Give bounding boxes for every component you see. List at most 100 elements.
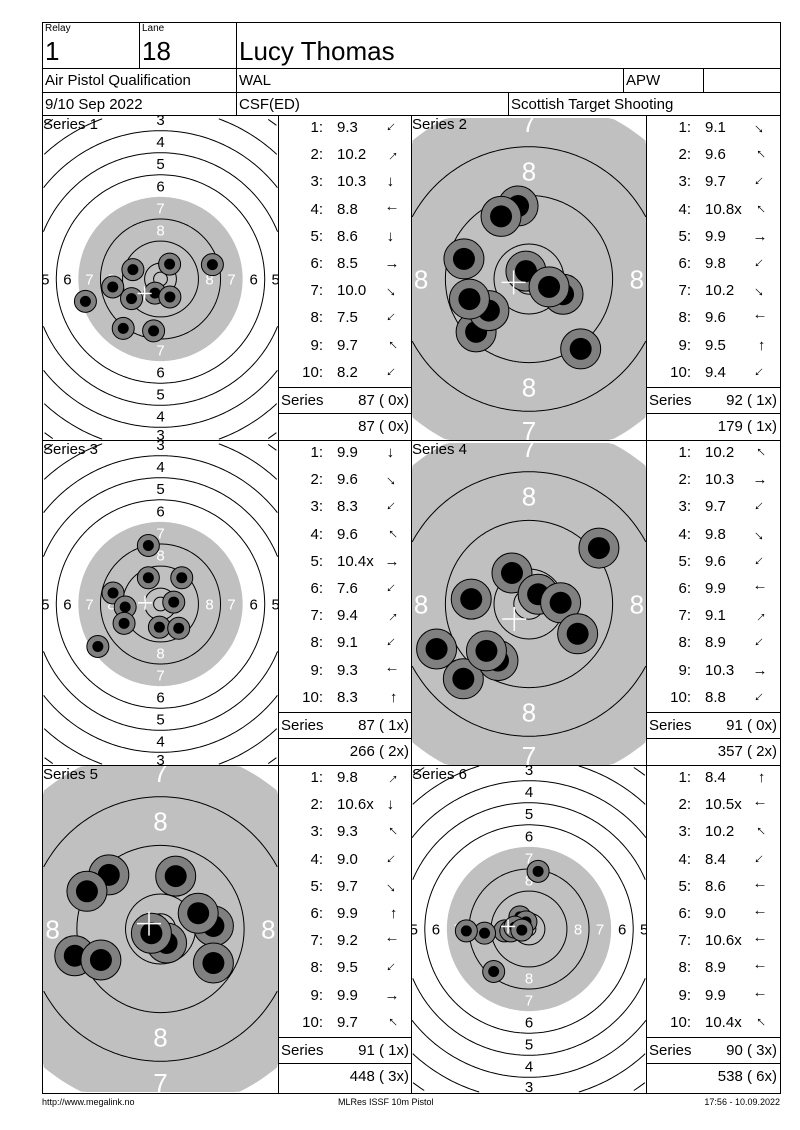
event-name: Air Pistol Qualification	[45, 72, 191, 89]
shot-score: 9.5	[705, 336, 726, 354]
target-panel: 33445555666677778888Series 1	[42, 115, 279, 441]
ring-number-label: 5	[43, 596, 49, 613]
ring-number-label: 4	[156, 134, 164, 151]
divider	[279, 413, 412, 414]
score-column: 1: 9.3 → 2: 10.2 → 3: 10.3 → 4: 8.8 → 5: 8.6 → 6: 8.5 → 7:…	[278, 115, 413, 441]
series-title: Series 4	[412, 441, 468, 458]
ring-number-label: 5	[156, 481, 164, 498]
shot-row: 3: 9.3 →	[279, 821, 412, 844]
direction-arrow-icon: →	[383, 690, 400, 706]
ring-number-label: 5	[525, 806, 533, 823]
shot-number: 4:	[310, 200, 323, 218]
shot-mark	[560, 328, 602, 370]
shot-row: 4: 8.8 →	[279, 200, 412, 220]
shot-row: 3: 9.7 →	[647, 496, 780, 519]
shot-row: 9: 9.9 →	[647, 986, 780, 1006]
shot-row: 1: 9.9 →	[279, 443, 412, 463]
group-center-crosshair	[501, 919, 516, 934]
ring-number-label: 4	[156, 734, 164, 751]
series-total-row: Series 92 ( 1x)	[647, 391, 780, 411]
shot-score: 9.8	[705, 525, 726, 543]
shot-number: 7:	[310, 607, 323, 625]
running-total: 87 ( 0x)	[358, 418, 409, 435]
series-title: Series 2	[412, 116, 468, 133]
shot-score: 9.0	[705, 905, 726, 922]
target-ring	[412, 802, 646, 1056]
target-black-area	[78, 521, 243, 687]
shot-number: 3:	[310, 823, 323, 841]
shot-row: 2: 10.3 →	[647, 470, 780, 490]
shot-row: 10: 8.8 →	[647, 687, 780, 710]
shot-mark	[101, 275, 125, 299]
shot-mark	[473, 921, 497, 945]
target-panel: 7 7 8 8 8 8 Series 4	[411, 440, 647, 766]
shot-mark	[192, 942, 234, 984]
divider	[647, 738, 780, 739]
shot-row: 1: 10.2 →	[647, 442, 780, 465]
ring-number-label: 6	[156, 690, 164, 707]
shot-number: 6:	[310, 255, 323, 272]
shot-mark	[416, 628, 458, 670]
shot-row: 1: 8.4 →	[647, 768, 780, 788]
divider	[647, 712, 780, 713]
direction-arrow-icon: →	[752, 797, 768, 815]
running-total: 448 ( 3x)	[349, 1068, 409, 1085]
shot-row: 5: 9.7 →	[279, 875, 412, 898]
shot-row: 5: 9.6 →	[647, 551, 780, 574]
shot-number: 8:	[678, 309, 691, 327]
shot-number: 6:	[678, 580, 691, 597]
divider	[647, 1063, 780, 1064]
target-ring	[44, 118, 277, 440]
shot-row: 2: 10.2 →	[279, 144, 412, 167]
shot-score: 10.5x	[705, 796, 742, 814]
shot-score: 10.0	[337, 282, 367, 300]
shot-number: 9:	[310, 986, 323, 1004]
shot-score: 9.6	[705, 552, 726, 570]
target-ring	[43, 443, 278, 765]
shot-row: 4: 8.4 →	[647, 849, 780, 872]
ring-number-label: 8	[205, 596, 213, 613]
shot-mark	[130, 912, 172, 954]
series-total: 90 ( 3x)	[726, 1042, 777, 1059]
shot-number: 10:	[302, 363, 323, 381]
target-ring	[76, 844, 245, 1014]
shot-score: 10.2	[705, 282, 735, 300]
direction-arrow-icon: →	[752, 933, 768, 951]
ring-number-label: 6	[63, 596, 71, 613]
shot-mark	[120, 287, 144, 311]
shot-row: 9: 10.3 →	[647, 661, 780, 681]
ring-number-label: 8	[205, 271, 213, 288]
running-total-row: 357 ( 2x)	[647, 742, 780, 762]
direction-arrow-icon: →	[384, 662, 400, 680]
shot-row: 2: 10.5x →	[647, 795, 780, 815]
divider	[279, 738, 412, 739]
target-ring	[412, 767, 646, 1091]
series-total: 87 ( 1x)	[358, 717, 409, 734]
ring-number-label: 6	[156, 178, 164, 195]
direction-arrow-icon: →	[384, 933, 400, 951]
shot-number: 5:	[678, 877, 691, 895]
shot-number: 6:	[310, 580, 323, 597]
running-total: 179 ( 1x)	[717, 418, 777, 435]
ring-number-label: 6	[156, 365, 164, 382]
shot-score: 10.3	[705, 471, 735, 489]
organizer-cell: Scottish Target Shooting	[508, 92, 781, 116]
shot-score: 8.4	[705, 769, 726, 786]
ring-number-label: 3	[156, 427, 164, 440]
shot-row: 10: 9.4 →	[647, 362, 780, 385]
shot-number: 1:	[310, 769, 323, 786]
direction-arrow-icon: →	[384, 255, 400, 272]
shot-number: 7:	[310, 282, 323, 300]
shot-row: 8: 7.5 →	[279, 307, 412, 330]
shot-row: 7: 10.6x →	[647, 931, 780, 951]
score-column: 1: 10.2 → 2: 10.3 → 3: 9.7 → 4: 9.8 → 5: 9.6 → 6: 9.9 → 7:…	[646, 440, 781, 766]
shot-mark	[170, 566, 194, 590]
target-panel: 7 7 8 8 8 8 Series 2	[411, 115, 647, 441]
ring-number-label: 7	[153, 1068, 167, 1093]
shot-score: 9.3	[337, 119, 358, 136]
shot-number: 7:	[678, 932, 691, 950]
shot-score: 9.8	[337, 769, 358, 786]
shot-row: 6: 9.8 →	[647, 253, 780, 276]
direction-arrow-icon: →	[384, 229, 401, 245]
direction-arrow-icon: →	[752, 581, 768, 598]
